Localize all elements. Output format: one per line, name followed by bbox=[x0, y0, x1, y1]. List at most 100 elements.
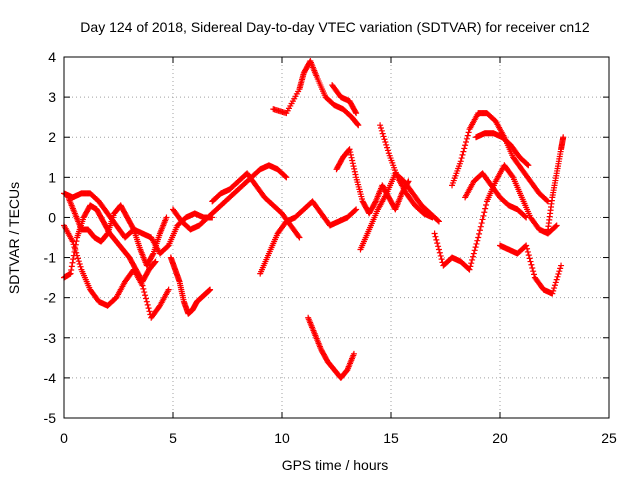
series-1 bbox=[61, 202, 159, 285]
data-point bbox=[478, 220, 485, 227]
x-tick-label: 25 bbox=[601, 430, 617, 446]
y-tick-label: 2 bbox=[48, 129, 56, 145]
data-point bbox=[347, 149, 354, 156]
y-tick-label: 4 bbox=[48, 49, 56, 65]
series-19 bbox=[544, 134, 567, 233]
data-point bbox=[72, 246, 79, 253]
data-point bbox=[552, 279, 559, 286]
data-point bbox=[525, 252, 532, 259]
data-point bbox=[464, 132, 471, 139]
x-axis-label: GPS time / hours bbox=[282, 457, 389, 473]
data-point bbox=[349, 160, 356, 167]
data-point bbox=[462, 142, 469, 149]
data-point bbox=[469, 256, 476, 263]
data-point bbox=[295, 233, 302, 240]
data-point bbox=[524, 245, 531, 252]
data-point bbox=[296, 234, 303, 241]
data-point bbox=[434, 240, 441, 247]
data-point bbox=[523, 214, 530, 221]
data-point bbox=[553, 276, 560, 283]
series-6 bbox=[170, 162, 290, 233]
data-point bbox=[354, 121, 361, 128]
data-point bbox=[283, 174, 290, 181]
data-point bbox=[552, 223, 559, 230]
data-point bbox=[551, 285, 558, 292]
data-point bbox=[475, 234, 482, 241]
data-point bbox=[142, 292, 149, 299]
series-15 bbox=[431, 162, 560, 273]
data-point bbox=[465, 129, 472, 136]
data-point bbox=[482, 205, 489, 212]
data-point bbox=[142, 295, 149, 302]
data-point bbox=[435, 243, 442, 250]
data-point bbox=[557, 265, 564, 272]
data-point bbox=[476, 230, 483, 237]
data-point bbox=[347, 151, 354, 158]
data-point bbox=[352, 108, 359, 115]
data-point bbox=[469, 253, 476, 260]
data-point bbox=[432, 233, 439, 240]
data-point bbox=[476, 227, 483, 234]
data-point bbox=[74, 255, 81, 262]
data-point bbox=[351, 165, 358, 172]
data-point bbox=[526, 255, 533, 262]
series-7 bbox=[209, 170, 303, 241]
x-tick-label: 0 bbox=[60, 430, 68, 446]
data-point bbox=[350, 163, 357, 170]
data-point bbox=[207, 286, 214, 293]
data-point bbox=[165, 286, 172, 293]
data-point bbox=[556, 268, 563, 275]
data-point bbox=[146, 308, 153, 315]
axis-ticks: 0 5 10 15 20 25 -5 -4 -3 -2 -1 0 1 2 3 4 bbox=[44, 49, 617, 446]
data-point bbox=[76, 260, 83, 267]
plot-area bbox=[61, 58, 567, 381]
data-point bbox=[435, 246, 442, 253]
data-point bbox=[352, 171, 359, 178]
data-point bbox=[130, 225, 137, 232]
data-point bbox=[144, 301, 151, 308]
data-point bbox=[457, 158, 464, 165]
series-5 bbox=[167, 254, 214, 317]
data-point bbox=[382, 139, 389, 146]
data-point bbox=[282, 173, 289, 180]
y-tick-label: -3 bbox=[44, 330, 57, 346]
data-point bbox=[70, 241, 77, 248]
data-point bbox=[433, 236, 440, 243]
chart-title: Day 124 of 2018, Sidereal Day-to-day VTE… bbox=[80, 19, 590, 35]
data-point bbox=[528, 261, 535, 268]
series-10 bbox=[329, 82, 360, 117]
y-tick-label: -2 bbox=[44, 290, 57, 306]
data-point bbox=[384, 147, 391, 154]
data-point bbox=[474, 237, 481, 244]
y-tick-label: 1 bbox=[48, 169, 56, 185]
x-tick-label: 20 bbox=[492, 430, 508, 446]
grid bbox=[64, 57, 609, 418]
data-point bbox=[459, 151, 466, 158]
data-point bbox=[149, 251, 156, 258]
data-point bbox=[527, 258, 534, 265]
series-4 bbox=[65, 194, 170, 269]
data-point bbox=[143, 298, 150, 305]
data-point bbox=[352, 207, 359, 214]
data-point bbox=[378, 127, 385, 134]
data-point bbox=[348, 154, 355, 161]
x-tick-label: 15 bbox=[383, 430, 399, 446]
data-point bbox=[435, 217, 442, 224]
data-point bbox=[151, 259, 158, 266]
data-point bbox=[141, 289, 148, 296]
series-20 bbox=[473, 130, 532, 169]
data-point bbox=[555, 271, 562, 278]
series-8 bbox=[257, 198, 360, 277]
data-point bbox=[530, 268, 537, 275]
data-point bbox=[529, 264, 536, 271]
series-3 bbox=[61, 222, 172, 321]
data-point bbox=[372, 199, 379, 206]
data-point bbox=[523, 242, 530, 249]
data-point bbox=[549, 290, 556, 297]
data-point bbox=[481, 209, 488, 216]
data-point bbox=[70, 256, 77, 263]
y-tick-label: 0 bbox=[48, 209, 56, 225]
data-point bbox=[353, 110, 360, 117]
data-point bbox=[483, 202, 490, 209]
